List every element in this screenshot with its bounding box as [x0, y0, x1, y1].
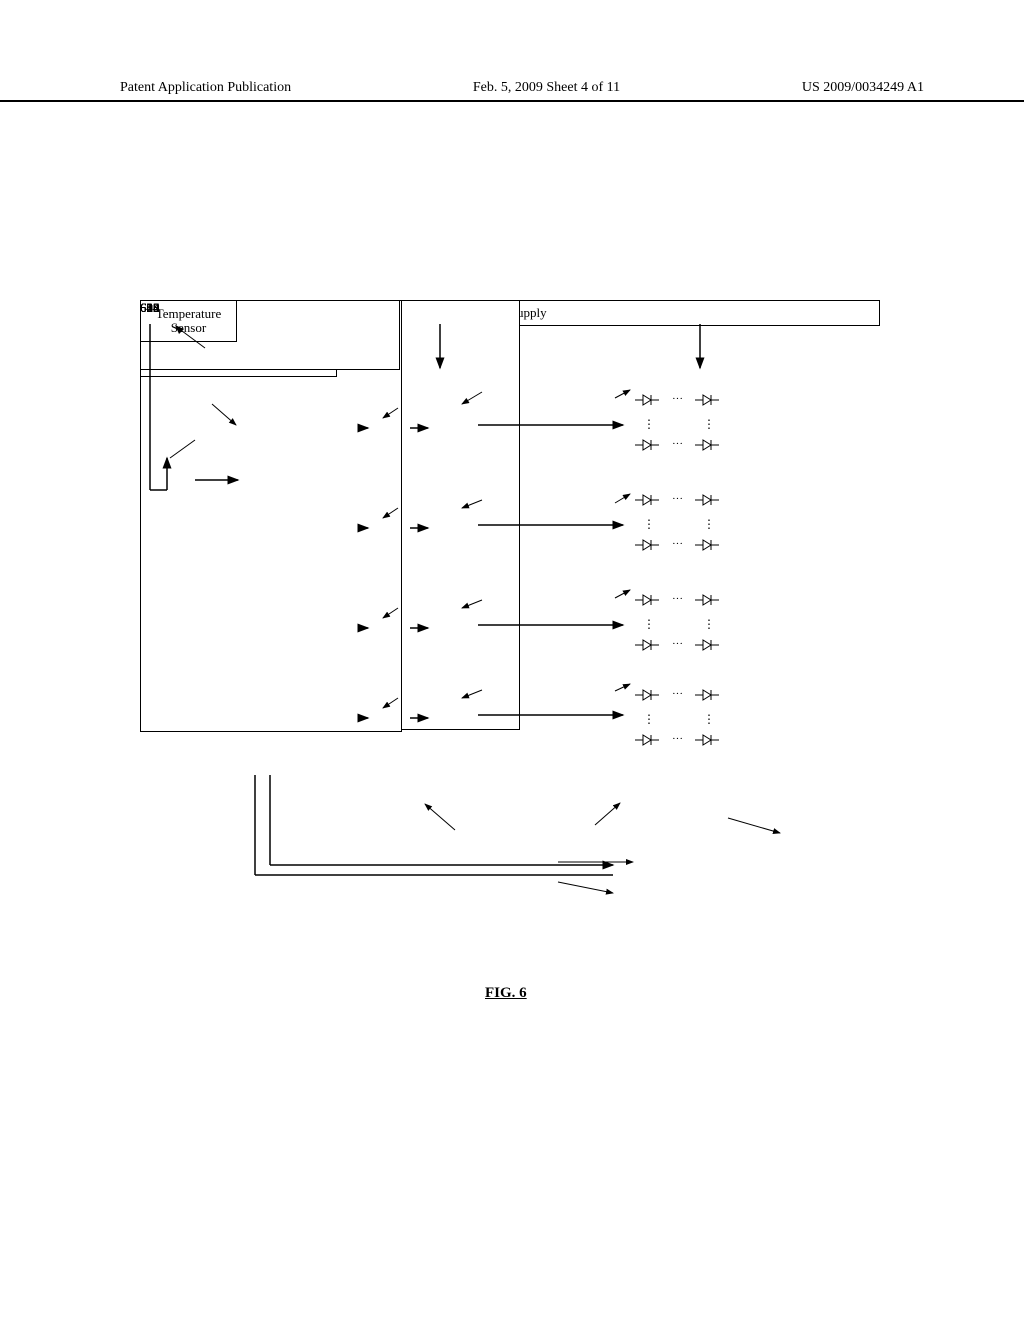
block-diagram: Power Supply User Inter- face Control Sy…: [140, 300, 880, 940]
svg-text:···: ···: [672, 393, 683, 405]
led-symbols-blue: ··· ⋮ ⋮ ···: [635, 593, 719, 650]
led-symbols-red: ··· ⋮ ⋮ ···: [635, 393, 719, 450]
svg-text:⋮: ⋮: [703, 417, 715, 431]
page: Patent Application Publication Feb. 5, 2…: [0, 0, 1024, 1320]
page-header: Patent Application Publication Feb. 5, 2…: [0, 80, 1024, 102]
svg-text:···: ···: [672, 688, 683, 700]
svg-text:···: ···: [672, 538, 683, 550]
led-symbols-green: ··· ⋮ ⋮ ···: [635, 493, 719, 550]
svg-text:···: ···: [672, 438, 683, 450]
svg-text:⋮: ⋮: [703, 517, 715, 531]
svg-text:···: ···: [672, 733, 683, 745]
svg-text:⋮: ⋮: [643, 712, 655, 726]
svg-text:⋮: ⋮: [643, 417, 655, 431]
header-left: Patent Application Publication: [120, 80, 291, 96]
svg-text:⋮: ⋮: [643, 617, 655, 631]
ref-638: 638: [140, 300, 160, 316]
header-center: Feb. 5, 2009 Sheet 4 of 11: [473, 80, 620, 96]
led-symbols-other: ··· ⋮ ⋮ ···: [635, 688, 719, 745]
svg-text:⋮: ⋮: [703, 712, 715, 726]
svg-text:···: ···: [672, 493, 683, 505]
svg-text:···: ···: [672, 593, 683, 605]
figure-label: FIG. 6: [485, 985, 527, 1002]
header-right: US 2009/0034249 A1: [802, 80, 924, 96]
svg-text:···: ···: [672, 638, 683, 650]
svg-text:⋮: ⋮: [703, 617, 715, 631]
svg-text:⋮: ⋮: [643, 517, 655, 531]
